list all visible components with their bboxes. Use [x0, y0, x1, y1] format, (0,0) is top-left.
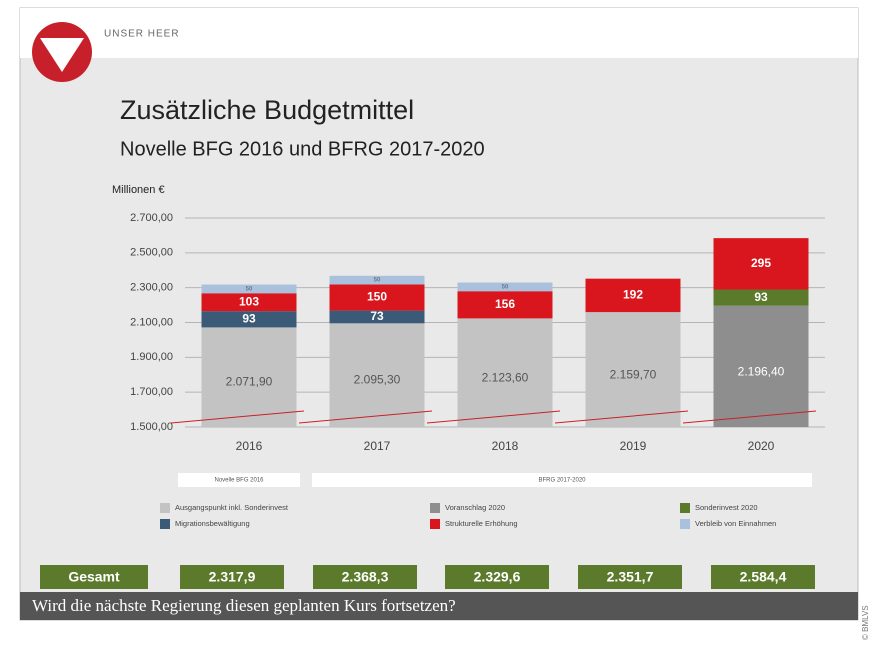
- y-axis-label: Millionen €: [112, 184, 165, 196]
- caption-bar: [20, 592, 858, 620]
- axis-break: [170, 410, 305, 424]
- totals-box: [578, 565, 682, 589]
- total-value: 2.351,7: [607, 569, 654, 585]
- logo-triangle: [40, 38, 84, 72]
- y-tick-label: 1.500,00: [130, 421, 173, 433]
- data-label: 156: [495, 297, 515, 311]
- total-value: 2.584,4: [740, 569, 787, 585]
- totals-box: [711, 565, 815, 589]
- legend-swatch: [160, 519, 170, 529]
- legend-swatch: [680, 503, 690, 513]
- data-label: 93: [242, 311, 256, 325]
- credit: © BMLVS: [861, 605, 870, 640]
- legend-swatch: [160, 503, 170, 513]
- bar-segment: [585, 278, 681, 313]
- totals-box: [445, 565, 549, 589]
- x-tick-label: 2016: [236, 439, 263, 453]
- y-tick-label: 2.500,00: [130, 247, 173, 259]
- bar-segment: [201, 327, 297, 427]
- data-label: 50: [502, 284, 509, 290]
- data-label: 2.196,40: [738, 365, 785, 379]
- legend-label: Strukturelle Erhöhung: [445, 519, 518, 528]
- chart-title: Zusätzliche Budgetmittel: [120, 95, 414, 125]
- total-value: 2.368,3: [342, 569, 389, 585]
- axis-break: [682, 410, 817, 424]
- data-label: 103: [239, 294, 259, 308]
- bar-segment: [329, 323, 425, 427]
- legend-label: Ausgangspunkt inkl. Sonderinvest: [175, 503, 289, 512]
- bar-segment: [457, 291, 553, 319]
- data-label: 50: [374, 278, 381, 284]
- data-label: 150: [367, 290, 387, 304]
- bar-segment: [201, 284, 297, 294]
- y-tick-label: 2.100,00: [130, 316, 173, 328]
- y-tick-label: 2.700,00: [130, 212, 173, 224]
- header-bar: [20, 8, 858, 58]
- totals-box: [313, 565, 417, 589]
- axis-break: [298, 410, 433, 424]
- chart-subtitle: Novelle BFG 2016 und BFRG 2017-2020: [120, 138, 485, 160]
- bar-segment: [329, 275, 425, 285]
- bar-segment: [201, 293, 297, 312]
- bar-segment: [457, 318, 553, 427]
- period-label: Novelle BFG 2016: [214, 478, 264, 484]
- y-tick-label: 1.700,00: [130, 386, 173, 398]
- caption: Wird die nächste Regierung diesen geplan…: [32, 596, 456, 615]
- x-tick-label: 2017: [364, 439, 391, 453]
- legend-swatch: [430, 519, 440, 529]
- total-value: 2.317,9: [209, 569, 256, 585]
- totals-box: [180, 565, 284, 589]
- bar-segment: [329, 310, 425, 324]
- data-label: 2.071,90: [226, 374, 273, 388]
- data-label: 295: [751, 256, 771, 270]
- legend-label: Voranschlag 2020: [445, 503, 505, 512]
- y-tick-label: 1.900,00: [130, 351, 173, 363]
- axis-break: [554, 410, 689, 424]
- period-label: BFRG 2017-2020: [538, 478, 586, 484]
- period-box: [178, 473, 300, 487]
- bar-segment: [713, 289, 809, 306]
- data-label: 2.123,60: [482, 370, 529, 384]
- period-box: [312, 473, 812, 487]
- legend-label: Verbleib von Einnahmen: [695, 519, 776, 528]
- x-tick-label: 2020: [748, 439, 775, 453]
- totals-box: [40, 565, 148, 589]
- legend-swatch: [680, 519, 690, 529]
- bar-segment: [585, 312, 681, 427]
- x-tick-label: 2018: [492, 439, 519, 453]
- data-label: 93: [754, 290, 768, 304]
- legend-label: Migrationsbewältigung: [175, 519, 250, 528]
- brand: UNSER HEER: [104, 29, 180, 40]
- totals-label: Gesamt: [68, 569, 120, 585]
- total-value: 2.329,6: [474, 569, 521, 585]
- bar-segment: [201, 311, 297, 328]
- bar-segment: [457, 282, 553, 292]
- data-label: 73: [370, 309, 384, 323]
- y-tick-label: 2.300,00: [130, 282, 173, 294]
- legend-swatch: [430, 503, 440, 513]
- x-tick-label: 2019: [620, 439, 647, 453]
- axis-break: [426, 410, 561, 424]
- bar-segment: [329, 284, 425, 311]
- data-label: 2.095,30: [354, 373, 401, 387]
- data-label: 50: [246, 286, 253, 292]
- legend-label: Sonderinvest 2020: [695, 503, 758, 512]
- bar-segment: [713, 305, 809, 427]
- data-label: 192: [623, 288, 643, 302]
- data-label: 2.159,70: [610, 367, 657, 381]
- bar-segment: [713, 238, 809, 290]
